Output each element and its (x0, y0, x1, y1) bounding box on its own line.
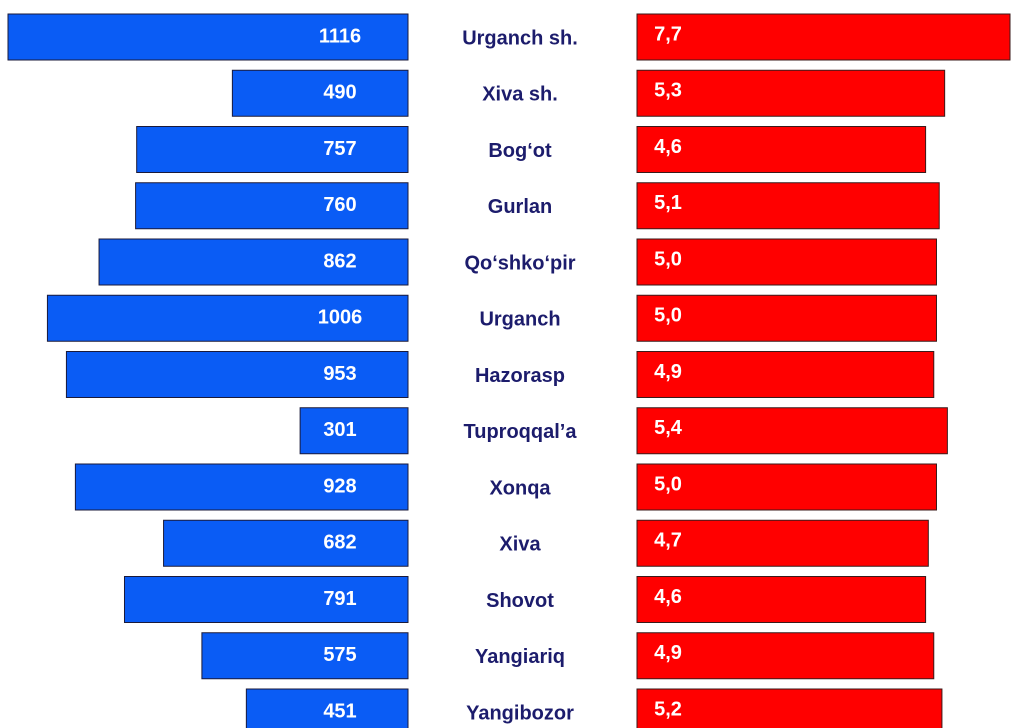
value-label: 4,6 (654, 586, 682, 608)
value-label: 5,0 (654, 473, 682, 495)
bar (98, 238, 409, 286)
value-label: 5,2 (654, 698, 682, 720)
value-label: 451 (323, 700, 356, 722)
bar (7, 13, 409, 61)
bar (636, 13, 1011, 61)
bar (636, 463, 937, 511)
value-label: 4,9 (654, 642, 682, 664)
value-label: 4,6 (654, 136, 682, 158)
category-label: Xonqa (489, 477, 551, 499)
bar (201, 632, 409, 680)
bar (636, 294, 937, 342)
bar (636, 126, 927, 173)
category-label: Shovot (486, 590, 554, 612)
category-label: Tuproqqal’a (464, 421, 578, 443)
category-label: Yangiariq (475, 646, 565, 668)
category-label: Urganch (479, 309, 560, 331)
bar (74, 463, 409, 511)
value-label: 1116 (319, 25, 361, 47)
value-label: 301 (323, 419, 356, 441)
bar (636, 69, 946, 117)
bar (135, 182, 409, 230)
value-label: 5,0 (654, 305, 682, 327)
value-label: 682 (323, 532, 356, 554)
value-label: 5,0 (654, 248, 682, 270)
value-label: 953 (323, 363, 356, 385)
value-label: 1006 (318, 307, 363, 329)
bar (636, 238, 937, 286)
bar (636, 632, 935, 680)
value-label: 490 (323, 82, 356, 104)
category-label: Urganch sh. (462, 27, 578, 49)
bar (636, 182, 940, 230)
bar (245, 688, 409, 728)
bar (636, 688, 943, 728)
bar (163, 519, 409, 567)
bar (636, 519, 929, 567)
category-label: Xiva (499, 534, 541, 556)
value-label: 4,7 (654, 530, 682, 552)
value-label: 4,9 (654, 361, 682, 383)
bar (636, 407, 948, 455)
value-label: 760 (323, 194, 356, 216)
bar (231, 69, 409, 117)
value-label: 5,1 (654, 192, 682, 214)
bar (136, 126, 409, 173)
value-label: 7,7 (654, 23, 682, 45)
value-label: 928 (323, 475, 356, 497)
value-label: 5,3 (654, 80, 682, 102)
value-label: 862 (323, 250, 356, 272)
category-label: Yangibozor (466, 702, 574, 724)
bar (65, 351, 409, 398)
bar (636, 351, 935, 398)
category-label: Qo‘shko‘pir (464, 252, 575, 274)
bar (636, 576, 927, 623)
value-label: 5,4 (654, 417, 683, 439)
value-label: 575 (323, 644, 356, 666)
category-label: Hazorasp (475, 365, 565, 387)
category-label: Gurlan (488, 196, 552, 218)
value-label: 791 (323, 588, 356, 610)
bar (46, 294, 409, 342)
bar (123, 576, 409, 623)
category-label: Bog‘ot (488, 140, 552, 162)
category-label: Xiva sh. (482, 84, 558, 106)
value-label: 757 (323, 138, 356, 160)
bar (299, 407, 409, 455)
